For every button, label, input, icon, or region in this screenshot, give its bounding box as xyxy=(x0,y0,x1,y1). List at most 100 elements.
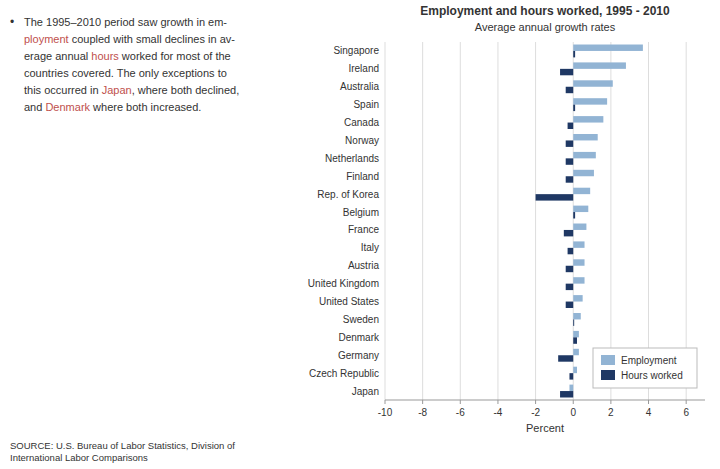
x-tick-label: -10 xyxy=(378,407,393,418)
x-tick-label: -6 xyxy=(456,407,465,418)
annotation-text: , where both declined, xyxy=(132,84,240,96)
bar xyxy=(573,337,577,343)
annotation-line: The 1995–2010 period saw growth in em- xyxy=(24,16,227,28)
annotation-highlight: ployment xyxy=(24,33,69,45)
bar xyxy=(566,140,574,146)
annotation-highlight: Japan xyxy=(102,84,132,96)
title: Employment and hours worked, 1995 - 2010 xyxy=(420,4,670,18)
y-tick-label: Austria xyxy=(348,260,380,271)
bar xyxy=(573,259,584,265)
annotation-line: and Denmark where both increased. xyxy=(24,101,201,113)
bar xyxy=(573,212,575,218)
bar xyxy=(573,313,581,319)
bar xyxy=(573,51,575,57)
annotation-text: where both increased. xyxy=(90,101,201,113)
bar xyxy=(573,241,584,247)
annotation-line: countries covered. The only exceptions t… xyxy=(24,67,227,79)
bar xyxy=(560,391,573,397)
grid-line xyxy=(573,42,574,400)
annotation-text: this occurred in xyxy=(24,84,102,96)
y-tick-label: United States xyxy=(319,296,379,307)
x-tick-label: 0 xyxy=(570,407,576,418)
annotation-highlight: hours xyxy=(91,50,119,62)
bar xyxy=(573,295,582,301)
bar xyxy=(566,176,574,182)
bar xyxy=(573,45,643,51)
annotation-text: and xyxy=(24,101,45,113)
subtitle: Average annual growth rates xyxy=(475,21,616,33)
y-tick-label: Canada xyxy=(344,117,379,128)
grid-line xyxy=(686,42,687,400)
annotation-text: The 1995–2010 period saw growth in em- xyxy=(24,16,227,28)
bar xyxy=(573,80,613,86)
bar xyxy=(573,134,597,140)
bar xyxy=(573,319,575,325)
x-tick xyxy=(460,400,461,404)
y-tick-label: Germany xyxy=(338,350,379,361)
source-line: SOURCE: U.S. Bureau of Labor Statistics,… xyxy=(10,440,235,451)
grid-line xyxy=(535,42,536,400)
bar xyxy=(573,224,586,230)
x-axis-label: Percent xyxy=(526,422,564,434)
bar xyxy=(569,385,573,391)
grid-line xyxy=(460,42,461,400)
grid-line xyxy=(648,42,649,400)
legend-swatch xyxy=(601,370,615,380)
x-tick xyxy=(535,400,536,404)
grid-line xyxy=(422,42,423,400)
bar xyxy=(566,158,574,164)
y-tick-label: Rep. of Korea xyxy=(317,189,379,200)
bar xyxy=(560,69,573,75)
y-tick-label: France xyxy=(348,224,380,235)
y-tick-label: Sweden xyxy=(343,314,379,325)
y-tick-label: Netherlands xyxy=(325,153,379,164)
y-tick-label: Ireland xyxy=(348,63,379,74)
bar xyxy=(573,277,584,283)
x-tick-label: -8 xyxy=(418,407,427,418)
y-tick-label: Spain xyxy=(353,99,379,110)
y-tick-label: Belgium xyxy=(343,207,379,218)
chart: -10-8-6-4-20246PercentSingaporeIrelandAu… xyxy=(0,0,720,469)
bar xyxy=(573,367,577,373)
x-tick-label: 6 xyxy=(683,407,689,418)
bar xyxy=(569,373,573,379)
bar xyxy=(573,62,626,68)
y-tick-label: Denmark xyxy=(338,332,380,343)
x-tick xyxy=(422,400,423,404)
x-axis-line xyxy=(385,400,705,401)
legend-label: Hours worked xyxy=(621,370,683,381)
annotation-highlight: Denmark xyxy=(45,101,90,113)
annotation-line: ployment coupled with small declines in … xyxy=(24,33,235,45)
grid-line xyxy=(610,42,611,400)
legend: EmploymentHours worked xyxy=(593,348,697,388)
annotation-text: coupled with small declines in av- xyxy=(69,33,236,45)
bar xyxy=(566,266,574,272)
x-tick-label: -4 xyxy=(493,407,502,418)
x-tick xyxy=(385,400,386,404)
annotation-line: erage annual hours worked for most of th… xyxy=(24,50,231,62)
y-tick-label: Japan xyxy=(352,386,379,397)
x-tick-label: 2 xyxy=(608,407,614,418)
bar xyxy=(536,194,574,200)
y-tick-label: Finland xyxy=(346,171,379,182)
bar xyxy=(573,105,575,111)
bar xyxy=(573,331,579,337)
grid-line xyxy=(385,42,386,400)
bar xyxy=(558,355,573,361)
annotation-text: worked for most of the xyxy=(119,50,231,62)
bar xyxy=(573,98,607,104)
bar xyxy=(566,284,574,290)
bar xyxy=(564,230,573,236)
source-line: International Labor Comparisons xyxy=(10,452,148,463)
source: SOURCE: U.S. Bureau of Labor Statistics,… xyxy=(10,440,235,463)
x-tick xyxy=(497,400,498,404)
bars xyxy=(536,45,643,398)
bar xyxy=(573,206,588,212)
x-tick xyxy=(573,400,574,404)
y-tick-label: United Kingdom xyxy=(308,278,379,289)
y-tick-label: Australia xyxy=(340,81,379,92)
y-tick-label: Norway xyxy=(345,135,379,146)
x-tick-label: 4 xyxy=(646,407,652,418)
bar xyxy=(566,302,574,308)
legend-swatch xyxy=(601,355,615,365)
